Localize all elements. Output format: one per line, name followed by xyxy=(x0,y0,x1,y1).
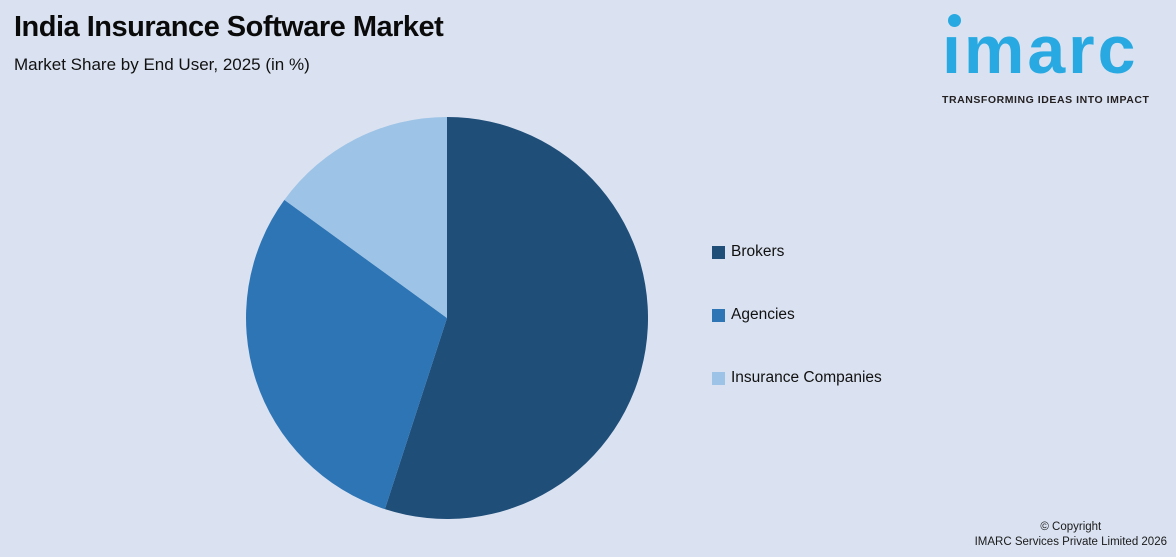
imarc-logo: ımarc TRANSFORMING IDEAS INTO IMPACT xyxy=(942,8,1170,108)
legend-item-insurance-companies: Insurance Companies xyxy=(712,369,882,387)
legend-swatch-agencies xyxy=(712,308,725,322)
page-title: India Insurance Software Market xyxy=(14,11,444,43)
imarc-logo-tagline: TRANSFORMING IDEAS INTO IMPACT xyxy=(942,94,1150,106)
page-subtitle: Market Share by End User, 2025 (in %) xyxy=(14,55,310,74)
pie-slice-brokers xyxy=(384,117,649,519)
copyright-notice: © Copyright IMARC Services Private Limit… xyxy=(975,520,1167,550)
legend-label-insurance-companies: Insurance Companies xyxy=(731,369,882,386)
copyright-line2: IMARC Services Private Limited 2026 xyxy=(974,536,1167,548)
pie-chart xyxy=(246,117,649,519)
legend-item-agencies: Agencies xyxy=(712,306,882,324)
legend: Brokers Agencies Insurance Companies xyxy=(712,243,882,387)
legend-label-agencies: Agencies xyxy=(731,306,795,323)
legend-label-brokers: Brokers xyxy=(731,243,785,260)
legend-swatch-brokers xyxy=(712,245,725,259)
imarc-logo-dot-icon xyxy=(948,14,961,27)
copyright-line1: © Copyright xyxy=(1040,521,1102,533)
pie-slice-agencies xyxy=(246,199,447,510)
pie-slice-insurance-companies xyxy=(284,117,447,318)
legend-swatch-insurance-companies xyxy=(712,371,725,385)
pie-chart-area xyxy=(246,117,649,519)
legend-item-brokers: Brokers xyxy=(712,243,882,261)
imarc-logo-text: ımarc xyxy=(942,12,1139,88)
